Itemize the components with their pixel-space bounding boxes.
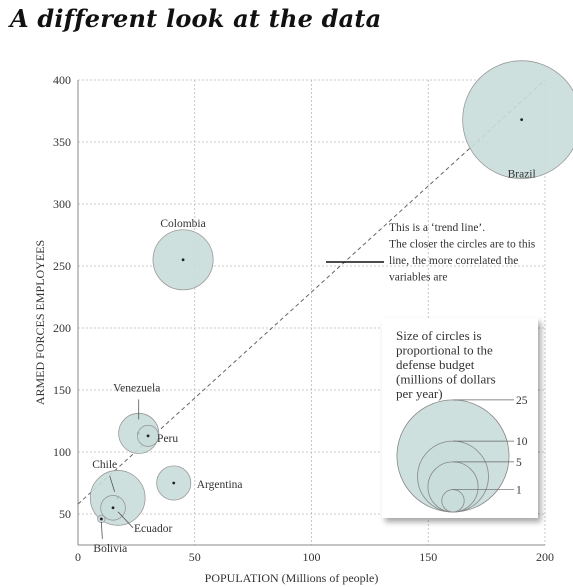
size-legend-circle-1 <box>441 489 465 513</box>
y-tick-label: 300 <box>53 197 71 211</box>
chart-title: A different look at the data <box>10 4 382 33</box>
bubble-center-dot <box>146 434 150 438</box>
bubble-label-argentina: Argentina <box>197 479 243 491</box>
y-tick-label: 200 <box>53 321 71 335</box>
y-tick-label: 250 <box>53 259 71 273</box>
size-legend-value-5: 5 <box>516 457 522 469</box>
size-legend-value-1: 1 <box>516 485 522 497</box>
x-tick-label: 100 <box>303 550 321 564</box>
x-tick-label: 200 <box>536 550 554 564</box>
y-tick-label: 150 <box>53 383 71 397</box>
annotation-line: This is a ‘trend line’. <box>389 222 485 234</box>
bubble-label-bolivia: Bolivia <box>93 543 127 555</box>
x-tick-label: 0 <box>75 550 81 564</box>
annotation-line: The closer the circles are to this <box>389 239 536 251</box>
x-tick-label: 50 <box>189 550 201 564</box>
bubble-label-peru: Peru <box>157 433 178 445</box>
bubble-label-brazil: Brazil <box>508 169 536 181</box>
label-leader-line <box>117 511 134 529</box>
label-leader-line <box>109 475 116 492</box>
bubble-label-venezuela: Venezuela <box>113 382 160 394</box>
label-leader-line <box>100 521 103 539</box>
size-legend-title-line: Size of circles is <box>396 328 482 343</box>
size-legend-title-line: per year) <box>396 386 443 401</box>
bubble-center-dot <box>111 506 115 510</box>
bubbles <box>89 60 573 526</box>
bubble-label-ecuador: Ecuador <box>134 523 172 535</box>
x-axis-label: POPULATION (Millions of people) <box>205 571 379 585</box>
x-tick-label: 150 <box>419 550 437 564</box>
bubble-center-dot <box>181 258 185 262</box>
annotation-line: line, the more correlated the <box>389 255 518 267</box>
y-tick-label: 350 <box>53 135 71 149</box>
bubble-center-dot <box>99 517 103 521</box>
bubble-center-dot <box>520 118 524 122</box>
size-legend-title-line: (millions of dollars <box>396 372 496 387</box>
trend-annotation: This is a ‘trend line’. The closer the ci… <box>326 222 536 284</box>
bubble-label-chile: Chile <box>92 459 117 471</box>
bubble-center-dot <box>172 481 176 485</box>
annotation-line: variables are <box>389 272 447 284</box>
y-tick-label: 50 <box>59 507 71 521</box>
size-legend-title-line: defense budget <box>396 357 475 372</box>
bubble-labels: Brazil Colombia Venezuela Peru Argentina Chil… <box>92 169 535 555</box>
y-tick-label: 400 <box>53 73 71 87</box>
axes <box>77 80 545 546</box>
y-tick-label: 100 <box>53 445 71 459</box>
size-legend-value-25: 25 <box>516 395 528 407</box>
bubble-label-colombia: Colombia <box>160 218 205 230</box>
bubble-brazil <box>462 60 573 180</box>
size-legend-value-10: 10 <box>516 436 528 448</box>
size-legend-title-line: proportional to the <box>396 343 493 358</box>
y-axis-label: ARMED FORCES EMPLOYEES <box>33 240 47 405</box>
tick-labels: 0 50 100 150 200 50 100 150 200 250 300 350 400 <box>53 73 554 564</box>
